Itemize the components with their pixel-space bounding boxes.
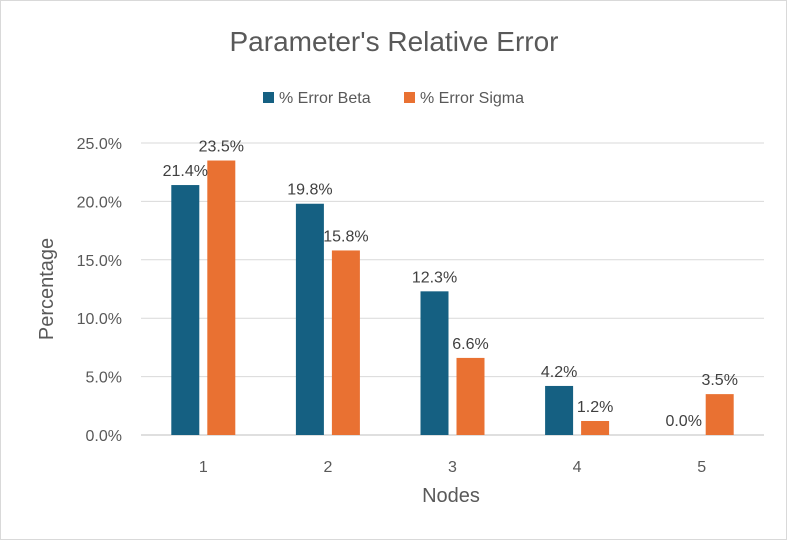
data-label-sigma-node-3: 6.6% (452, 336, 488, 353)
y-axis-label: Percentage (36, 238, 58, 340)
legend: % Error Beta % Error Sigma (263, 90, 524, 107)
y-tick-label: 20.0% (77, 194, 122, 211)
bar-beta-node-3 (420, 291, 449, 435)
data-label-beta-node-2: 19.8% (287, 182, 332, 199)
bar-beta-node-1 (171, 185, 200, 435)
y-tick-label: 5.0% (86, 370, 122, 387)
x-tick-label: 4 (573, 459, 582, 476)
bar-sigma-node-1 (207, 160, 236, 435)
data-label-beta-node-1: 21.4% (163, 163, 208, 180)
data-label-beta-node-4: 4.2% (541, 364, 577, 381)
x-tick-label: 3 (448, 459, 457, 476)
bar-beta-node-4 (545, 385, 574, 435)
legend-label-sigma: % Error Sigma (420, 90, 524, 107)
bars (171, 160, 734, 435)
bar-sigma-node-2 (331, 250, 360, 435)
x-tick-label: 5 (697, 459, 706, 476)
legend-swatch-sigma (404, 92, 415, 103)
x-axis-label: Nodes (422, 485, 480, 507)
data-label-sigma-node-1: 23.5% (199, 139, 244, 156)
x-tick-labels: 1 2 3 4 5 (199, 459, 706, 476)
bar-sigma-node-3 (456, 357, 485, 435)
data-label-sigma-node-5: 3.5% (701, 372, 737, 389)
data-label-sigma-node-4: 1.2% (577, 399, 613, 416)
data-label-beta-node-3: 12.3% (412, 269, 457, 286)
data-label-beta-node-5: 0.0% (665, 413, 701, 430)
legend-label-beta: % Error Beta (279, 90, 371, 107)
data-labels: 21.4% 23.5% 19.8% 15.8% 12.3% 6.6% 4.2% 1.2% 0.0… (163, 139, 738, 430)
y-tick-label: 15.0% (77, 253, 122, 270)
legend-swatch-beta (263, 92, 274, 103)
bar-sigma-node-5 (705, 394, 734, 435)
y-tick-label: 25.0% (77, 136, 122, 153)
bar-sigma-node-4 (581, 420, 610, 435)
y-tick-label: 10.0% (77, 311, 122, 328)
x-tick-label: 2 (323, 459, 332, 476)
data-label-sigma-node-2: 15.8% (323, 228, 368, 245)
bar-beta-node-2 (295, 203, 324, 435)
gridlines (141, 142, 764, 436)
x-tick-label: 1 (199, 459, 208, 476)
chart-title: Parameter's Relative Error (230, 26, 559, 57)
y-tick-label: 0.0% (86, 428, 122, 445)
y-tick-labels: 0.0% 5.0% 10.0% 15.0% 20.0% 25.0% (77, 136, 122, 445)
